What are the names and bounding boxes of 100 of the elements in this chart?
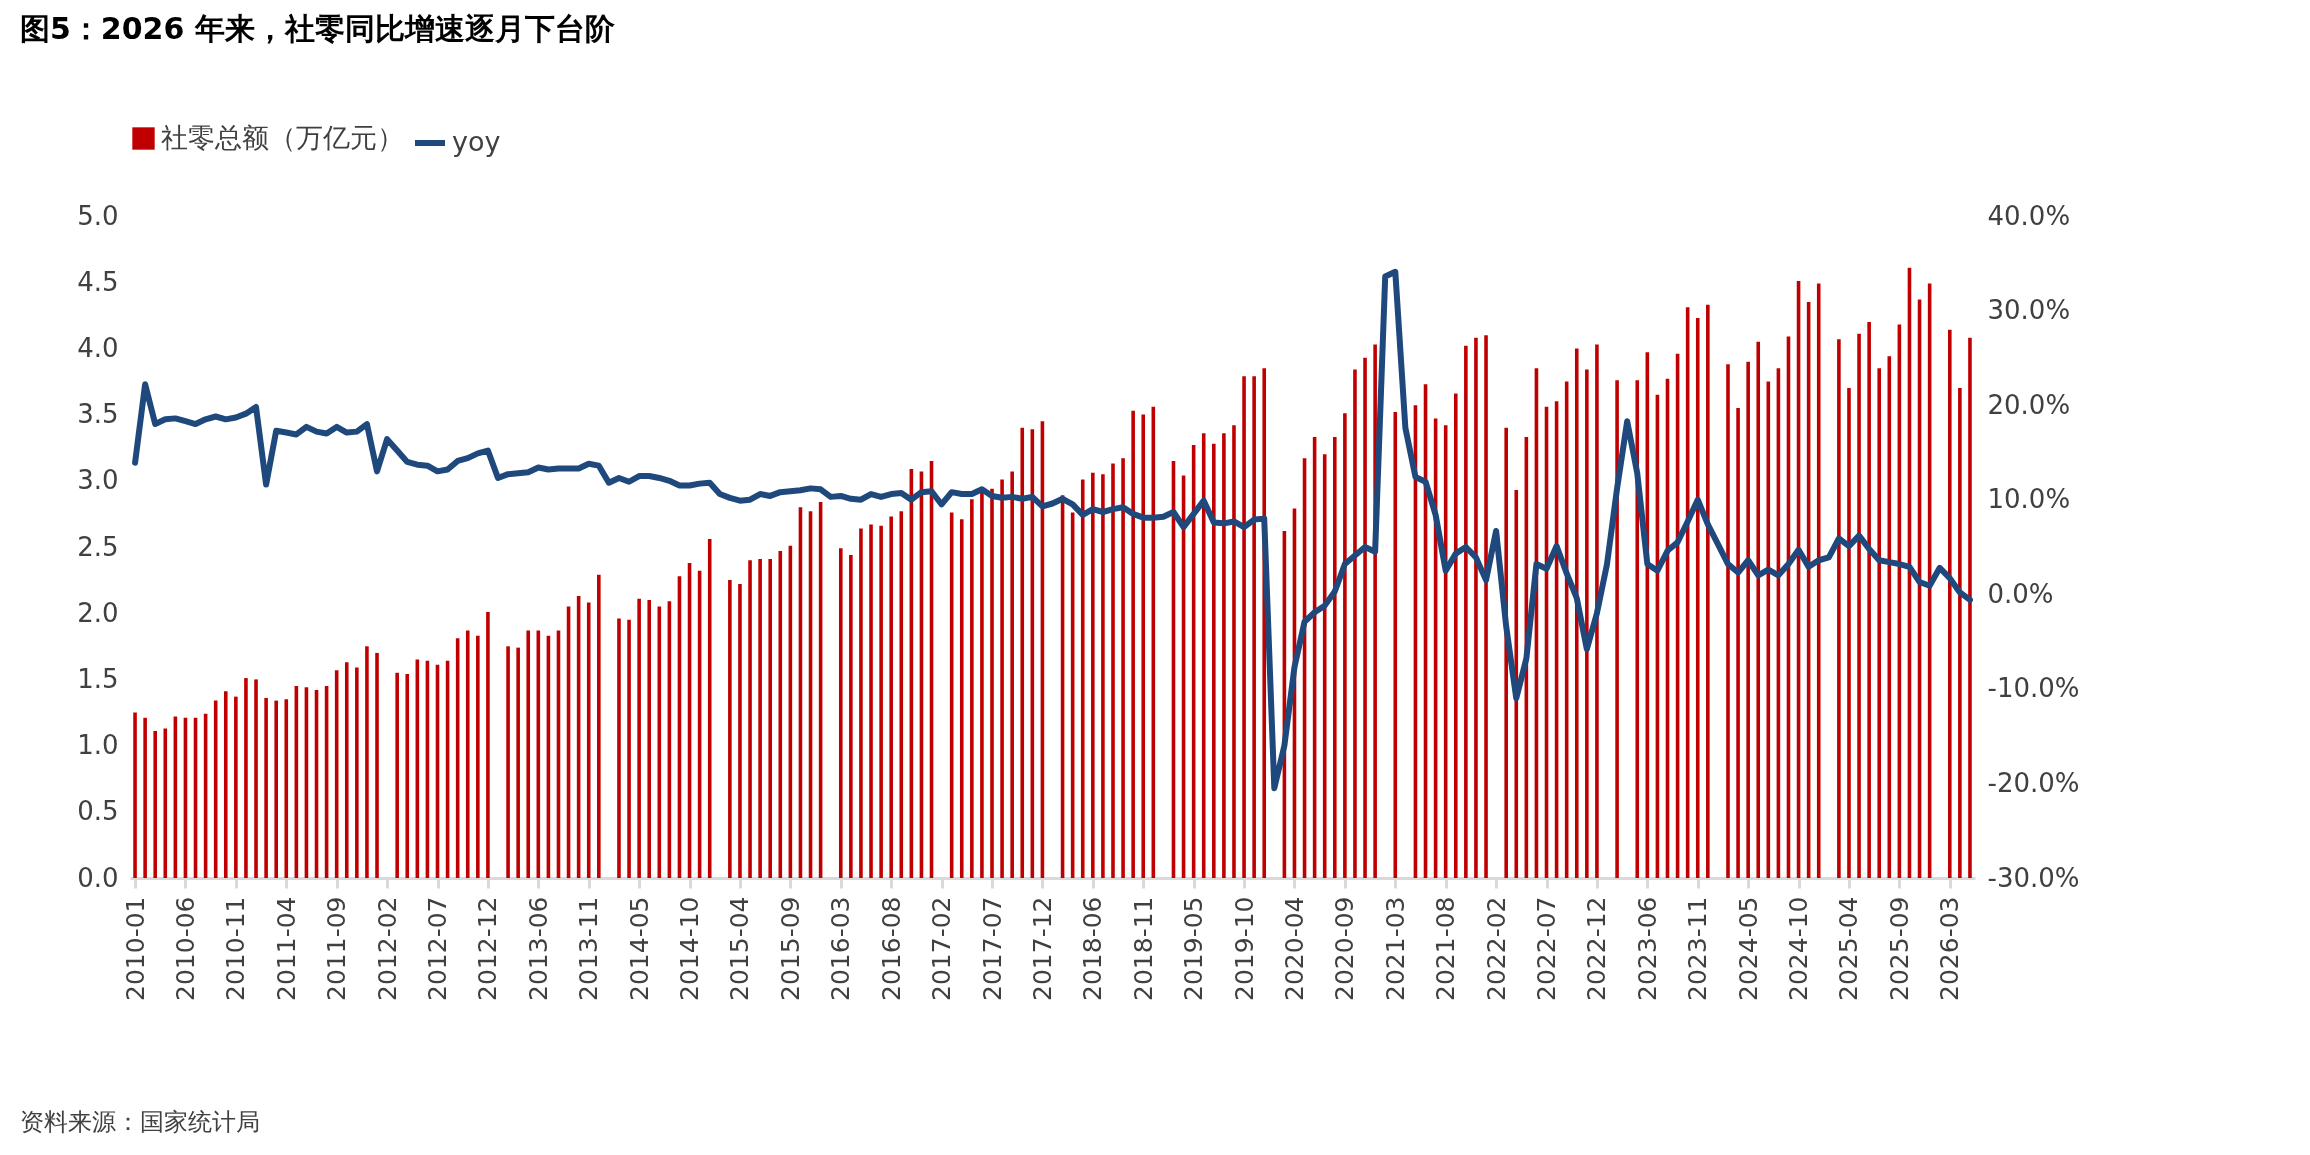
bar [274, 700, 278, 878]
x-tick-label: 2016-03 [826, 896, 856, 1001]
bar [990, 488, 994, 878]
x-tick-label: 2010-01 [120, 896, 150, 1001]
bar [597, 574, 601, 878]
bar [365, 646, 369, 878]
bar [1746, 361, 1750, 878]
bar [1695, 317, 1700, 878]
bar [143, 717, 147, 878]
bar [1353, 369, 1357, 878]
bar [1141, 414, 1146, 878]
y2-tick-label: 10.0% [1987, 484, 2071, 515]
bar [1242, 376, 1246, 878]
x-tick-label: 2015-04 [725, 896, 755, 1001]
bar [1968, 337, 1972, 878]
bar [1201, 433, 1206, 878]
bar [133, 712, 137, 878]
bar [1615, 380, 1619, 878]
x-tick-label: 2024-10 [1784, 896, 1814, 1001]
y-tick-label: 3.0 [77, 465, 119, 496]
x-tick-label: 2026-03 [1935, 896, 1965, 1001]
bar [889, 516, 893, 878]
bar [1111, 463, 1115, 878]
bar [1958, 388, 1962, 878]
x-tick-label: 2022-12 [1582, 896, 1612, 1001]
bar [959, 519, 964, 878]
x-tick-label: 2014-10 [675, 896, 705, 1001]
y2-tick-label: -20.0% [1987, 767, 2080, 798]
bar [395, 672, 399, 878]
bar [1091, 472, 1095, 878]
bar [1837, 339, 1841, 878]
bar [223, 691, 228, 878]
bar [627, 619, 631, 878]
bar [375, 652, 379, 878]
bar [1464, 345, 1468, 878]
bar [1453, 393, 1458, 878]
y-tick-label: 0.5 [77, 796, 119, 827]
legend-label: yoy [452, 126, 501, 157]
bar [1595, 344, 1599, 878]
bar [244, 678, 248, 878]
y2-tick-label: 20.0% [1987, 389, 2071, 420]
x-tick-label: 2012-02 [372, 896, 402, 1001]
x-tick-label: 2017-12 [1027, 896, 1057, 1001]
bar [516, 647, 520, 878]
bar [1020, 427, 1025, 878]
y2-tick-label: 0.0% [1987, 578, 2054, 609]
y2-tick-label: -10.0% [1987, 673, 2080, 704]
bar [778, 550, 783, 878]
x-tick-label: 2010-11 [221, 896, 251, 1001]
bar [1212, 443, 1216, 878]
bar [1232, 425, 1236, 878]
y2-tick-label: 30.0% [1987, 295, 2071, 326]
y-tick-label: 0.0 [77, 862, 119, 893]
bar [838, 548, 843, 878]
bar [1333, 437, 1337, 878]
bar [344, 662, 349, 878]
bar [486, 611, 490, 878]
x-tick-label: 2017-07 [977, 896, 1007, 1001]
y-tick-label: 1.0 [77, 730, 119, 761]
x-tick-label: 2011-04 [271, 896, 301, 1001]
bar [1816, 283, 1821, 878]
bar [1877, 368, 1882, 878]
bar [637, 598, 641, 878]
x-tick-label: 2023-06 [1632, 896, 1662, 1001]
bar [1000, 479, 1004, 878]
x-tick-label: 2018-11 [1128, 896, 1158, 1001]
bar [1131, 410, 1135, 878]
bar [1857, 333, 1861, 878]
bar [153, 731, 157, 878]
bar [254, 679, 258, 878]
text: 资料来源：国家统计局 [20, 1108, 260, 1136]
y-tick-label: 1.5 [77, 663, 119, 694]
bar [526, 630, 531, 878]
bar [1101, 474, 1105, 878]
bar [1252, 376, 1256, 878]
bar [234, 696, 238, 878]
bar [859, 528, 863, 878]
bar [1010, 471, 1014, 878]
x-tick-label: 2012-07 [423, 896, 452, 1001]
x-tick-label: 2025-04 [1834, 896, 1864, 1001]
bar [849, 554, 853, 878]
chart-title: 图5：2026 年来，社零同比增速逐月下台阶 [20, 11, 616, 46]
x-tick-label: 2021-08 [1431, 896, 1461, 1001]
bar [1867, 321, 1871, 878]
y-tick-label: 3.5 [77, 399, 119, 430]
x-tick-label: 2018-06 [1078, 896, 1108, 1001]
bar [869, 524, 873, 878]
y-tick-label: 2.0 [77, 597, 119, 628]
bar [405, 674, 410, 878]
bar [1484, 335, 1488, 878]
y-tick-label: 2.5 [77, 531, 119, 562]
bar [1322, 454, 1327, 878]
x-tick-label: 2020-04 [1279, 896, 1309, 1001]
y2-tick-label: -30.0% [1987, 862, 2080, 893]
y-tick-label: 4.5 [77, 266, 119, 297]
bar [758, 558, 762, 878]
bar [1585, 369, 1589, 878]
bar [1756, 341, 1761, 878]
bar [284, 699, 289, 878]
bar [1635, 380, 1640, 878]
